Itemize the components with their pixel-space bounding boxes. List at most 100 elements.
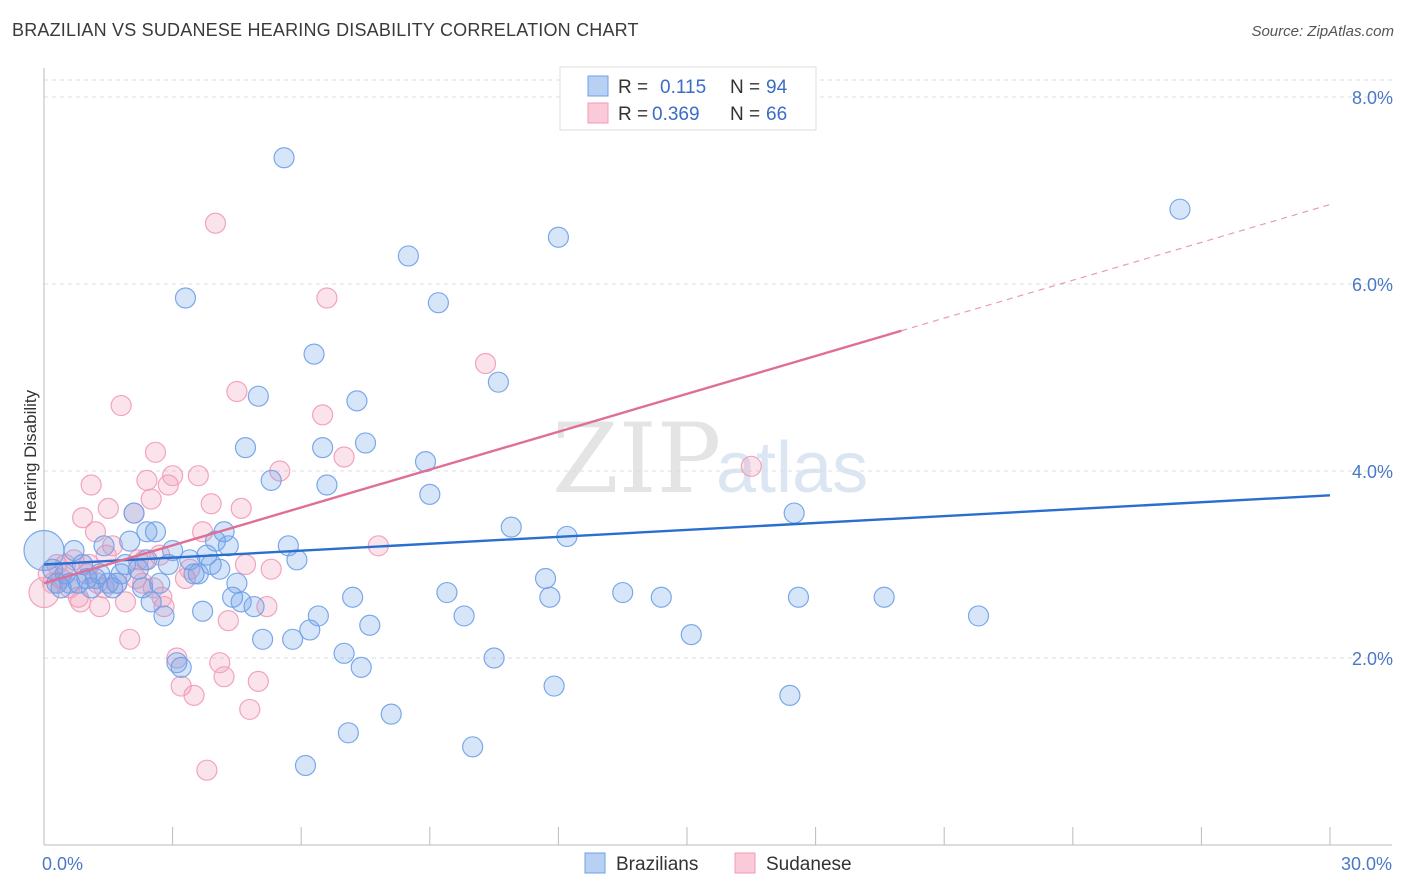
brazilians-point-17 (123, 502, 145, 524)
sudanese-trend-extension (901, 203, 1331, 332)
sudanese-point-35 (183, 684, 205, 707)
legend-r-value-sudanese: 0.369 (652, 104, 700, 125)
brazilians-point-76 (500, 516, 522, 538)
sudanese-point-47 (239, 698, 261, 721)
watermark-atlas: atlas (716, 428, 868, 508)
brazilians-point-65 (359, 614, 381, 636)
sudanese-point-11 (80, 474, 102, 496)
brazilians-point-38 (209, 558, 231, 580)
sudanese-point-48 (247, 670, 269, 692)
legend-n-label-brazilians: N = (730, 77, 760, 98)
brazilians-point-87 (787, 586, 810, 608)
sudanese-point-13 (89, 595, 111, 618)
bottom-legend-swatch-sudanese (734, 852, 756, 874)
brazilians-point-40 (217, 535, 239, 557)
brazilians-point-29 (170, 656, 192, 678)
brazilians-point-46 (247, 385, 269, 407)
sudanese-point-15 (97, 497, 119, 519)
brazilians-point-55 (303, 343, 325, 365)
sudanese-point-26 (144, 441, 167, 463)
brazilians-point-43 (230, 591, 252, 613)
sudanese-point-52 (312, 404, 334, 426)
brazilians-point-16 (119, 530, 141, 552)
sudanese-point-9 (71, 507, 94, 529)
brazilians-point-42 (226, 572, 248, 594)
y-tick-label-8: 8.0% (1352, 88, 1393, 108)
brazilians-point-39 (213, 521, 235, 543)
brazilians-point-90 (1169, 198, 1191, 220)
brazilians-point-80 (547, 226, 570, 248)
sudanese-point-41 (209, 652, 231, 674)
sudanese-point-39 (200, 493, 222, 515)
brazilians-point-44 (234, 437, 257, 459)
brazilians-point-47 (252, 628, 274, 650)
brazilians-point-67 (397, 245, 419, 267)
brazilians-point-58 (316, 474, 338, 496)
sudanese-point-54 (333, 446, 355, 468)
sudanese-point-50 (260, 558, 282, 580)
brazilians-point-75 (487, 371, 509, 393)
brazilians-point-77 (534, 567, 557, 590)
brazilians-point-53 (294, 754, 317, 777)
sudanese-point-36 (187, 465, 209, 487)
brazilians-point-59 (333, 642, 355, 664)
legend-n-value-brazilians: 94 (766, 77, 788, 98)
sudanese-point-43 (217, 609, 239, 632)
brazilians-point-84 (680, 624, 702, 646)
brazilians-point-61 (342, 586, 364, 608)
bottom-legend-label-brazilians: Brazilians (616, 854, 698, 875)
trend-lines (43, 203, 1331, 585)
legend-swatch-sudanese (587, 102, 609, 124)
brazilians-point-93 (101, 577, 124, 599)
brazilians-point-56 (307, 605, 329, 627)
y-tick-labels: 2.0% 4.0% 6.0% 8.0% (1352, 88, 1393, 669)
sudanese-point-25 (140, 488, 162, 510)
brazilians-point-88 (873, 586, 895, 608)
brazilians-point-66 (380, 703, 402, 725)
x-tick-marks (43, 827, 1331, 845)
brazilians-point-82 (612, 581, 634, 604)
brazilians-point-69 (419, 483, 441, 505)
brazilians-point-86 (783, 502, 805, 524)
sudanese-trend-line (43, 329, 902, 585)
sudanese-point-19 (114, 591, 137, 613)
y-axis-label: Hearing Disability (21, 389, 40, 522)
legend-r-value-brazilians: 0.115 (660, 77, 706, 98)
brazilians-point-51 (282, 628, 304, 650)
brazilians-point-73 (462, 736, 484, 758)
brazilians-point-62 (346, 390, 368, 412)
sudanese-point-45 (230, 497, 252, 519)
sudanese-point-24 (136, 469, 158, 491)
brazilians-point-70 (427, 292, 449, 314)
y-tick-label-2: 2.0% (1352, 649, 1393, 669)
sudanese-point-46 (234, 553, 257, 576)
x-tick-label-max: 30.0% (1341, 854, 1392, 874)
brazilians-point-11 (93, 535, 115, 557)
brazilians-point-72 (453, 605, 475, 627)
brazilians-points (23, 147, 1191, 777)
brazilians-point-22 (140, 591, 162, 613)
brazilians-point-21 (136, 521, 158, 543)
brazilians-trend-line (43, 494, 1331, 566)
brazilians-point-23 (144, 521, 167, 543)
brazilians-point-25 (153, 605, 175, 627)
sudanese-point-38 (196, 759, 218, 781)
bottom-legend-label-sudanese: Sudanese (766, 854, 852, 875)
brazilians-point-49 (273, 147, 295, 169)
legend-r-label-brazilians: R = (618, 77, 648, 98)
legend-swatch-brazilians (587, 75, 609, 97)
sudanese-point-49 (256, 595, 278, 618)
sudanese-point-59 (69, 591, 92, 613)
brazilians-point-57 (312, 437, 334, 459)
brazilians-point-63 (350, 656, 372, 678)
brazilians-point-48 (260, 469, 282, 491)
sudanese-point-18 (110, 394, 132, 417)
brazilians-point-78 (539, 586, 561, 608)
chart-source: Source: ZipAtlas.com (1251, 23, 1394, 40)
chart-title: BRAZILIAN VS SUDANESE HEARING DISABILITY… (12, 20, 639, 40)
sudanese-point-44 (226, 380, 248, 403)
y-tick-label-4: 4.0% (1352, 462, 1393, 482)
sudanese-point-53 (316, 287, 338, 309)
y-tick-label-6: 6.0% (1352, 275, 1393, 295)
